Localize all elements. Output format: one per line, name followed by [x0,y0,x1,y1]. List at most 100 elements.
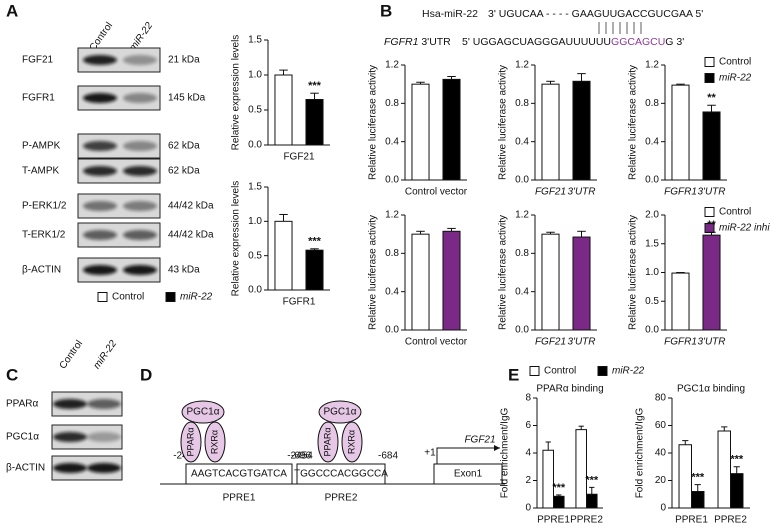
site-name: PPRE1 [223,493,256,504]
target-region: 3'UTR [421,36,451,48]
y-tick-label: 0.8 [515,248,529,259]
band [53,432,87,442]
y-tick-label: 0.5 [248,250,262,261]
y-tick-label: 0.8 [385,98,399,109]
y-tick-label: 0.0 [248,140,262,151]
y-tick-label: 60 [655,420,667,431]
legend-swatch [97,292,108,302]
x-tick-label: 3'UTR [567,187,595,198]
y-tick-label: 1.0 [645,267,659,278]
protein-label: T-AMPK [22,166,60,177]
y-tick-label: 0.5 [248,105,262,116]
legend-swatch [165,292,176,302]
significance: ** [707,92,716,104]
protein-label: β-ACTIN [6,463,45,474]
y-tick-label: 0.0 [645,175,659,186]
legend-swatch [704,73,715,83]
arrow-head [494,445,500,451]
x-tick-label: PPRE1 [537,515,570,526]
pairing-lines [598,22,642,34]
bar [411,83,430,181]
exon-label: Exon1 [454,469,483,480]
site-name: PPRE2 [325,493,358,504]
band [83,93,117,103]
y-tick-label: 1.5 [248,35,262,46]
legend-swatch [704,207,715,217]
band [123,265,157,275]
legend-label: Control [112,292,144,303]
site-start: -696 [291,451,311,462]
x-tick-label: PPRE2 [714,515,747,526]
y-tick-label: 6 [525,420,531,431]
size-label: 145 kDa [168,93,206,104]
x-tick-label: FGF21 [535,187,566,198]
significance: ** [707,219,716,231]
y-tick-label: 2 [525,475,531,486]
bar [678,444,693,509]
panel-label: B [380,1,392,20]
y-tick-label: 0.8 [645,98,659,109]
size-label: 43 kDa [168,265,200,276]
x-tick-label: PPRE1 [675,515,708,526]
bar [691,491,705,509]
target-label: FGFR1 3'UTR [384,36,451,48]
y-axis-label: Fold enrichment/IgG [500,407,511,498]
x-tick-label: 3'UTR [697,187,725,198]
panel-label: E [508,365,519,384]
band [123,55,157,65]
y-axis-label: Fold enrichment/IgG [635,407,646,498]
y-tick-label: 0.8 [385,248,399,259]
legend-label: Control [719,57,751,68]
protein-label: P-AMPK [22,141,61,152]
y-tick-label: 0 [525,503,531,514]
receptor: PPARα [322,427,332,456]
ppre-sequence: TGGCCCACGGCCA [294,469,388,480]
ppre-box [185,463,293,485]
y-axis-label: Relative luciferase activity [498,65,509,180]
band [123,201,157,211]
y-tick-label: 0.4 [385,286,399,297]
y-axis-label: Relative expression levels [231,181,242,297]
y-axis-label: Relative expression levels [231,35,242,151]
y-axis-label: Relative luciferase activity [498,215,509,330]
legend-label: miR-22 [719,73,752,84]
chart-title: PGC1α binding [677,384,745,395]
receptor-shape [180,421,202,463]
panel-label: C [6,365,18,384]
bar [541,83,560,181]
target-seq: 5' UGGAGCUAGGGAUUUUUUGGCAGCUG 3' [462,36,684,48]
tss-arrow [436,447,500,464]
bar [572,80,591,181]
bar [730,473,744,509]
bar [586,493,598,509]
target-seq-end: G 3' [665,36,684,48]
x-tick-label: PPRE2 [570,515,603,526]
x-axis-label: FGFR1 [283,297,316,308]
y-tick-label: 1.0 [248,216,262,227]
y-tick-label: 0.0 [385,175,399,186]
protein-label: FGFR1 [22,93,55,104]
x-tick-label: FGFR1 [664,337,697,348]
y-tick-label: 1.2 [645,60,659,71]
x-axis-label: Control vector [405,337,468,348]
bar [442,230,461,331]
tss: +1 [424,448,436,459]
y-tick-label: 80 [655,393,667,404]
legend-label: Control [544,366,576,377]
target-gene: FGFR1 [384,36,418,48]
band [87,399,121,409]
coactivator-shape [181,400,225,424]
bar [702,234,721,331]
receptor-shape [341,421,363,463]
bar [411,233,430,331]
y-tick-label: 1.2 [385,210,399,221]
site-end: -684 [378,451,398,462]
bar [442,78,461,181]
protein-label: PGC1α [6,432,39,443]
ppre-box [296,463,386,485]
x-tick-label: FGF21 [535,337,566,348]
y-tick-label: 0.4 [385,136,399,147]
bar [274,220,293,291]
y-tick-label: 0.4 [515,136,529,147]
y-tick-label: 40 [655,448,667,459]
